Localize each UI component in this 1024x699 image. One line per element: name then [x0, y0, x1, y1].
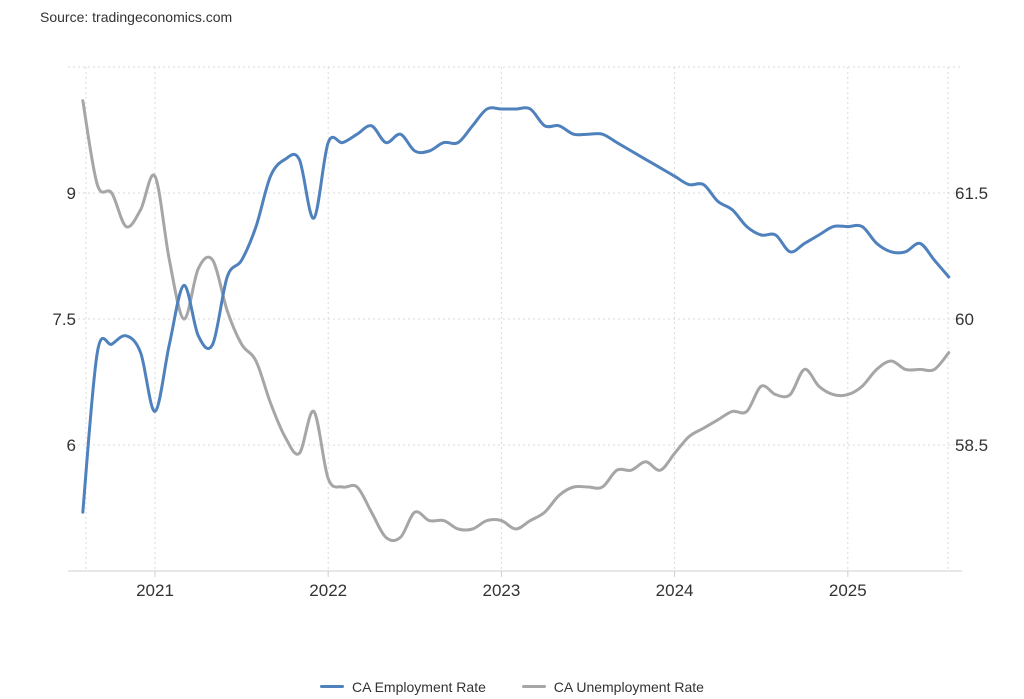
legend-label-employment: CA Employment Rate	[352, 678, 486, 695]
legend-swatch-unemployment	[521, 685, 546, 688]
right-tick-label: 60	[955, 310, 974, 329]
legend-item-employment[interactable]: CA Employment Rate	[320, 679, 486, 695]
unemployment-rate-line	[81, 99, 951, 543]
x-axis-ticks: 2021 2022 2023 2024 2025	[136, 571, 867, 600]
legend-swatch-employment	[320, 685, 345, 688]
chart-grid	[68, 66, 962, 572]
legend-item-unemployment[interactable]: CA Unemployment Rate	[521, 678, 704, 695]
chart-legend: CA Employment Rate CA Unemployment Rate	[0, 675, 1024, 695]
right-tick-label: 61.5	[955, 184, 988, 203]
x-tick-label: 2025	[829, 581, 867, 600]
left-axis-ticks: 67.59	[52, 184, 76, 455]
x-tick-label: 2024	[656, 581, 694, 600]
left-tick-label: 6	[67, 436, 76, 455]
right-axis-ticks: 58.5 60 61.5	[955, 184, 988, 455]
left-tick-label: 9	[67, 184, 76, 203]
chart-series	[81, 99, 951, 543]
employment-rate-line	[81, 106, 951, 514]
x-tick-label: 2021	[136, 581, 174, 600]
x-tick-label: 2022	[309, 581, 347, 600]
source-label: Source: tradingeconomics.com	[40, 9, 233, 25]
left-tick-label: 7.5	[52, 310, 76, 329]
right-tick-label: 58.5	[955, 436, 988, 455]
legend-label-unemployment: CA Unemployment Rate	[553, 678, 704, 695]
x-tick-label: 2023	[482, 581, 520, 600]
